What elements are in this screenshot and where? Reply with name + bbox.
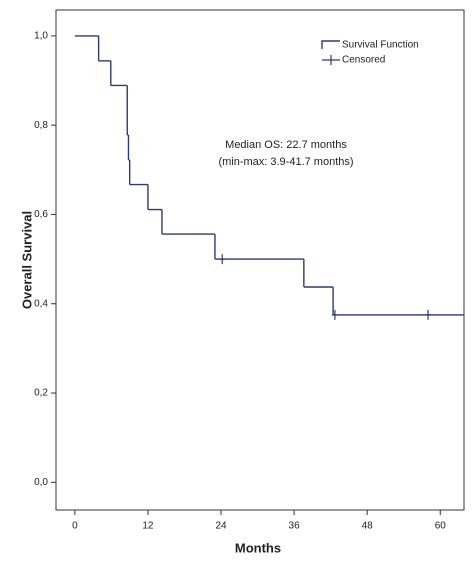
y-axis-title: Overall Survival: [19, 211, 34, 309]
x-tick-label: 60: [435, 521, 447, 532]
x-axis-title: Months: [235, 540, 281, 555]
x-tick-label: 36: [289, 521, 301, 532]
censor-mark: [331, 309, 338, 320]
y-tick-label: 0,4: [34, 298, 48, 309]
y-tick-label: 0,0: [34, 477, 48, 488]
censor-mark: [425, 309, 432, 320]
x-tick-label: 12: [142, 521, 154, 532]
y-tick-label: 0,8: [34, 120, 48, 131]
x-tick-label: 0: [72, 521, 78, 532]
annotation: Median OS: 22.7 months: [225, 139, 347, 151]
legend-label: Censored: [342, 55, 385, 66]
x-tick-label: 24: [215, 521, 227, 532]
y-tick-label: 0,6: [34, 209, 48, 220]
legend-symbol: [322, 55, 340, 65]
plot-frame: [55, 9, 465, 511]
annotation: (min-max: 3.9-41.7 months): [218, 156, 353, 168]
legend-symbol: [321, 40, 340, 49]
censor-mark: [219, 254, 226, 265]
x-tick-label: 48: [362, 521, 374, 532]
y-tick-label: 1,0: [34, 31, 48, 42]
legend-label: Survival Function: [342, 40, 419, 51]
y-tick-label: 0,2: [34, 388, 48, 399]
